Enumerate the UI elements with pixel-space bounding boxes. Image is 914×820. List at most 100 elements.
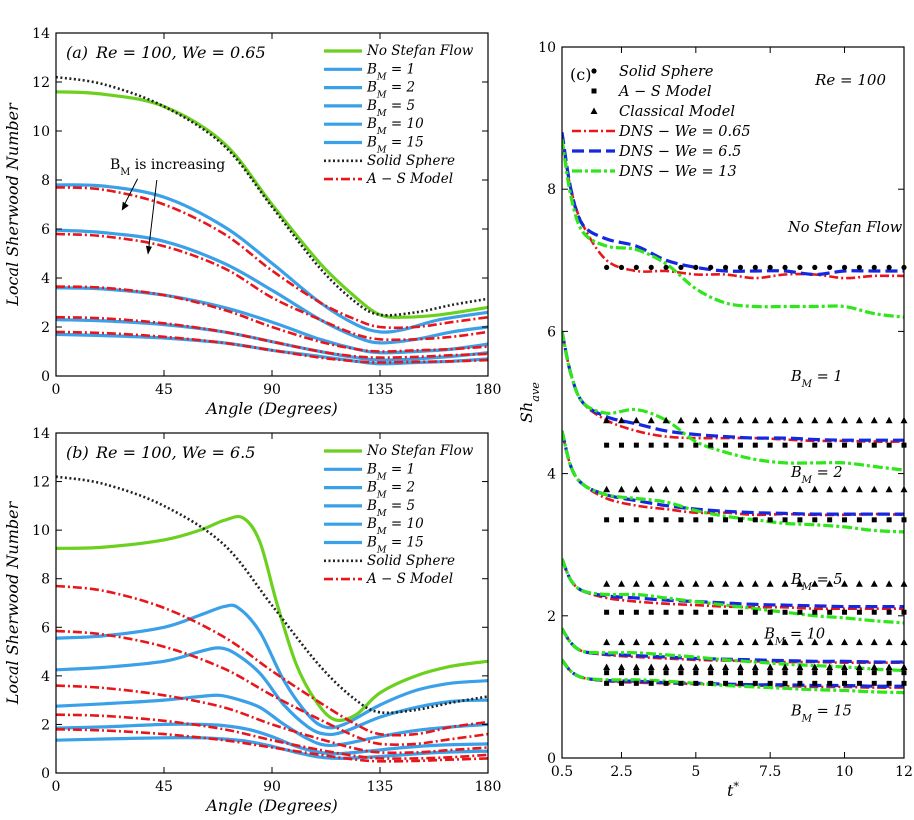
- legend-label: A − S Model: [617, 84, 712, 100]
- triangle-marker: [707, 663, 715, 670]
- square-marker: [812, 670, 818, 676]
- series-line: [56, 232, 488, 342]
- triangle-marker: [781, 580, 789, 587]
- y-tick-label: 8: [41, 173, 50, 189]
- square-marker: [856, 517, 862, 523]
- triangle-marker: [662, 580, 670, 587]
- annotation-arrow: [122, 178, 139, 208]
- circle-marker: [678, 264, 684, 271]
- square-marker: [871, 680, 877, 686]
- circle-marker: [871, 264, 877, 271]
- square-marker: [648, 609, 654, 615]
- triangle-marker: [751, 485, 759, 493]
- triangle-marker: [736, 416, 744, 424]
- triangle-marker: [662, 485, 670, 493]
- triangle-marker: [885, 485, 893, 493]
- triangle-marker: [647, 663, 655, 670]
- triangle-marker: [677, 580, 685, 587]
- triangle-marker: [751, 580, 759, 587]
- axes-frame: [561, 46, 905, 759]
- y-tick-label: 2: [41, 717, 50, 733]
- legend-label: BM = 5: [366, 98, 415, 119]
- series-line: [562, 331, 904, 443]
- series-line: [56, 318, 488, 362]
- square-marker: [856, 670, 862, 676]
- square-marker: [678, 517, 684, 523]
- triangle-marker: [751, 638, 759, 646]
- series-line: [56, 584, 488, 737]
- square-marker: [663, 517, 669, 523]
- triangle-marker: [796, 580, 804, 587]
- square-marker: [842, 517, 848, 523]
- triangle-marker: [692, 638, 700, 646]
- circle-marker: [618, 264, 625, 271]
- y-axis-label: Local Sherwood Number: [3, 500, 22, 705]
- triangle-marker: [781, 416, 789, 424]
- triangle-marker: [870, 485, 878, 493]
- circle-marker: [752, 264, 758, 271]
- square-marker: [604, 442, 610, 448]
- triangle-marker: [766, 638, 774, 646]
- y-tick-label: 4: [547, 467, 556, 483]
- square-marker: [752, 442, 758, 448]
- triangle-marker: [811, 663, 819, 670]
- triangle-marker: [870, 580, 878, 587]
- square-marker: [737, 517, 743, 523]
- panel-title: Re = 100: [814, 71, 886, 89]
- series-line: [56, 315, 488, 359]
- legend-label: BM = 15: [366, 135, 424, 156]
- legend-label: Solid Sphere: [619, 64, 713, 80]
- triangle-marker: [870, 638, 878, 646]
- triangle-marker: [632, 485, 640, 493]
- series-group: [56, 475, 488, 763]
- square-marker: [604, 670, 610, 676]
- legend-label: Classical Model: [619, 104, 735, 120]
- y-tick-label: 12: [32, 75, 50, 91]
- series-line: [562, 627, 904, 673]
- legend-label: A − S Model: [365, 171, 453, 187]
- square-marker: [737, 680, 743, 686]
- panel-a: 0 45 90 135 180 0 2 4 6 8 10 12 14 Angle (Degrees) Loc…: [3, 26, 501, 418]
- square-marker: [886, 442, 892, 448]
- triangle-marker: [692, 485, 700, 493]
- circle-marker: [886, 264, 892, 271]
- legend-marker: [590, 107, 598, 114]
- legend-label: DNS − We = 0.65: [618, 124, 751, 140]
- triangle-marker: [647, 638, 655, 646]
- triangle-marker: [647, 485, 655, 493]
- square-marker: [723, 680, 729, 686]
- y-tick-label: 10: [32, 124, 50, 140]
- marker-group: [603, 264, 908, 686]
- triangle-marker: [603, 580, 611, 587]
- square-marker: [604, 609, 610, 615]
- square-marker: [693, 680, 699, 686]
- x-tick-label: 135: [367, 382, 394, 398]
- series-line: [56, 713, 488, 760]
- square-marker: [782, 517, 788, 523]
- triangle-marker: [781, 485, 789, 493]
- triangle-marker: [766, 663, 774, 670]
- x-tick-label: 180: [475, 382, 502, 398]
- square-marker: [723, 442, 729, 448]
- panel-c: 0.5 2.5 5 7.5 10 12 0 2 4 6 8 10 t* Shave (c) Re = 100 S…: [517, 40, 913, 800]
- triangle-marker: [811, 638, 819, 646]
- x-tick-label: 180: [475, 779, 502, 795]
- triangle-marker: [751, 416, 759, 424]
- triangle-marker: [632, 416, 640, 424]
- square-marker: [723, 670, 729, 676]
- square-marker: [782, 442, 788, 448]
- triangle-marker: [855, 638, 863, 646]
- square-marker: [752, 670, 758, 676]
- series-line: [562, 558, 904, 625]
- square-marker: [723, 517, 729, 523]
- x-tick-label: 0: [52, 382, 61, 398]
- square-marker: [604, 680, 610, 686]
- triangle-marker: [662, 416, 670, 424]
- legend-label: Solid Sphere: [367, 153, 455, 169]
- triangle-marker: [855, 580, 863, 587]
- square-marker: [871, 442, 877, 448]
- y-tick-label: 10: [32, 523, 50, 539]
- square-marker: [842, 442, 848, 448]
- triangle-marker: [647, 416, 655, 424]
- legend-label: Solid Sphere: [367, 553, 455, 569]
